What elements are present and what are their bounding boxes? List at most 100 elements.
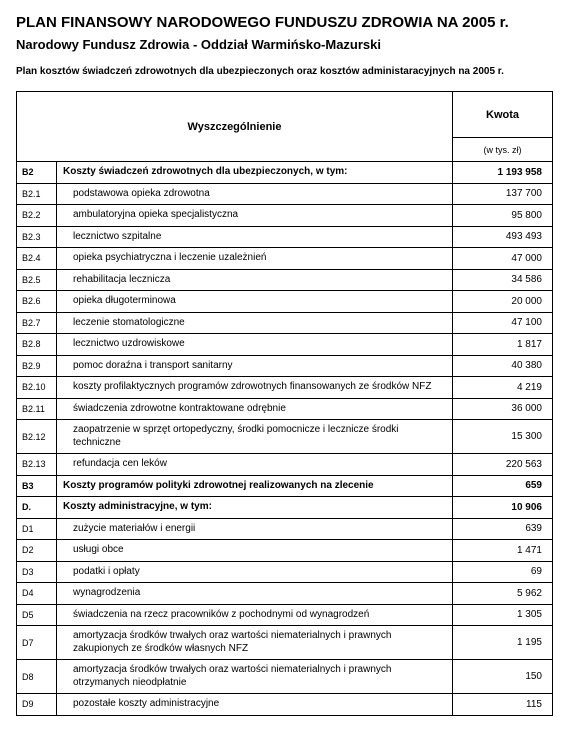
row-code: B2.9	[17, 355, 57, 377]
row-label: leczenie stomatologiczne	[57, 312, 453, 334]
row-amount: 1 305	[453, 604, 553, 626]
row-code: D3	[17, 561, 57, 583]
row-code: B2.4	[17, 248, 57, 270]
table-row: B2.10koszty profilaktycznych programów z…	[17, 377, 553, 399]
row-amount: 95 800	[453, 205, 553, 227]
row-amount: 15 300	[453, 420, 553, 454]
row-code: D2	[17, 540, 57, 562]
row-code: D7	[17, 626, 57, 660]
table-row: D7amortyzacja środków trwałych oraz wart…	[17, 626, 553, 660]
row-code: B2.13	[17, 454, 57, 476]
row-amount: 659	[453, 475, 553, 497]
row-label: podatki i opłaty	[57, 561, 453, 583]
row-code: D8	[17, 660, 57, 694]
table-row: D2usługi obce1 471	[17, 540, 553, 562]
row-amount: 34 586	[453, 269, 553, 291]
row-label: usługi obce	[57, 540, 453, 562]
row-label: świadczenia zdrowotne kontraktowane odrę…	[57, 398, 453, 420]
row-code: B3	[17, 475, 57, 497]
row-amount: 47 000	[453, 248, 553, 270]
row-label: amortyzacja środków trwałych oraz wartoś…	[57, 626, 453, 660]
row-code: D9	[17, 694, 57, 716]
table-row: D3podatki i opłaty69	[17, 561, 553, 583]
row-label: Koszty administracyjne, w tym:	[57, 497, 453, 519]
row-amount: 1 193 958	[453, 162, 553, 184]
row-code: B2.11	[17, 398, 57, 420]
row-label: ambulatoryjna opieka specjalistyczna	[57, 205, 453, 227]
row-label: zaopatrzenie w sprzęt ortopedyczny, środ…	[57, 420, 453, 454]
row-code: B2.12	[17, 420, 57, 454]
col-header-amount-unit: (w tys. zł)	[453, 138, 553, 162]
row-label: rehabilitacja lecznicza	[57, 269, 453, 291]
row-amount: 1 195	[453, 626, 553, 660]
row-code: B2.8	[17, 334, 57, 356]
row-amount: 69	[453, 561, 553, 583]
table-row: D.Koszty administracyjne, w tym:10 906	[17, 497, 553, 519]
row-label: opieka długoterminowa	[57, 291, 453, 313]
table-row: B2.8lecznictwo uzdrowiskowe1 817	[17, 334, 553, 356]
table-row: B2.5rehabilitacja lecznicza34 586	[17, 269, 553, 291]
row-code: B2.2	[17, 205, 57, 227]
table-row: B2.2ambulatoryjna opieka specjalistyczna…	[17, 205, 553, 227]
row-label: świadczenia na rzecz pracowników z pocho…	[57, 604, 453, 626]
row-code: D1	[17, 518, 57, 540]
row-amount: 137 700	[453, 183, 553, 205]
row-code: B2.10	[17, 377, 57, 399]
table-row: B2.12zaopatrzenie w sprzęt ortopedyczny,…	[17, 420, 553, 454]
row-amount: 36 000	[453, 398, 553, 420]
table-row: B2.11świadczenia zdrowotne kontraktowane…	[17, 398, 553, 420]
row-label: amortyzacja środków trwałych oraz wartoś…	[57, 660, 453, 694]
table-row: B2.1podstawowa opieka zdrowotna137 700	[17, 183, 553, 205]
table-row: D1zużycie materiałów i energii639	[17, 518, 553, 540]
row-amount: 40 380	[453, 355, 553, 377]
table-row: B2.4opieka psychiatryczna i leczenie uza…	[17, 248, 553, 270]
row-label: Koszty świadczeń zdrowotnych dla ubezpie…	[57, 162, 453, 184]
row-code: B2	[17, 162, 57, 184]
table-row: D5świadczenia na rzecz pracowników z poc…	[17, 604, 553, 626]
row-label: pomoc doraźna i transport sanitarny	[57, 355, 453, 377]
financial-table: Wyszczególnienie Kwota (w tys. zł) B2Kos…	[16, 91, 553, 716]
row-amount: 493 493	[453, 226, 553, 248]
row-code: B2.7	[17, 312, 57, 334]
row-amount: 10 906	[453, 497, 553, 519]
page-subtitle: Narodowy Fundusz Zdrowia - Oddział Warmi…	[16, 37, 553, 52]
row-code: B2.3	[17, 226, 57, 248]
row-amount: 1 817	[453, 334, 553, 356]
row-amount: 115	[453, 694, 553, 716]
row-label: podstawowa opieka zdrowotna	[57, 183, 453, 205]
row-amount: 1 471	[453, 540, 553, 562]
row-amount: 150	[453, 660, 553, 694]
table-row: B2.3lecznictwo szpitalne493 493	[17, 226, 553, 248]
row-label: opieka psychiatryczna i leczenie uzależn…	[57, 248, 453, 270]
row-amount: 47 100	[453, 312, 553, 334]
row-code: B2.1	[17, 183, 57, 205]
table-row: D4wynagrodzenia5 962	[17, 583, 553, 605]
table-row: D8amortyzacja środków trwałych oraz wart…	[17, 660, 553, 694]
row-label: pozostałe koszty administracyjne	[57, 694, 453, 716]
row-code: D.	[17, 497, 57, 519]
col-header-spec: Wyszczególnienie	[17, 92, 453, 162]
row-amount: 5 962	[453, 583, 553, 605]
table-row: B3Koszty programów polityki zdrowotnej r…	[17, 475, 553, 497]
row-amount: 639	[453, 518, 553, 540]
row-code: B2.5	[17, 269, 57, 291]
page-title: PLAN FINANSOWY NARODOWEGO FUNDUSZU ZDROW…	[16, 14, 553, 31]
row-label: Koszty programów polityki zdrowotnej rea…	[57, 475, 453, 497]
table-row: B2.9pomoc doraźna i transport sanitarny4…	[17, 355, 553, 377]
row-label: lecznictwo szpitalne	[57, 226, 453, 248]
row-amount: 4 219	[453, 377, 553, 399]
row-code: D5	[17, 604, 57, 626]
table-row: B2.6opieka długoterminowa20 000	[17, 291, 553, 313]
page-caption: Plan kosztów świadczeń zdrowotnych dla u…	[16, 66, 553, 77]
row-code: B2.6	[17, 291, 57, 313]
row-label: zużycie materiałów i energii	[57, 518, 453, 540]
row-label: wynagrodzenia	[57, 583, 453, 605]
table-row: D9pozostałe koszty administracyjne115	[17, 694, 553, 716]
table-row: B2.7leczenie stomatologiczne47 100	[17, 312, 553, 334]
row-amount: 20 000	[453, 291, 553, 313]
row-label: lecznictwo uzdrowiskowe	[57, 334, 453, 356]
row-label: koszty profilaktycznych programów zdrowo…	[57, 377, 453, 399]
row-amount: 220 563	[453, 454, 553, 476]
row-code: D4	[17, 583, 57, 605]
table-row: B2.13refundacja cen leków220 563	[17, 454, 553, 476]
